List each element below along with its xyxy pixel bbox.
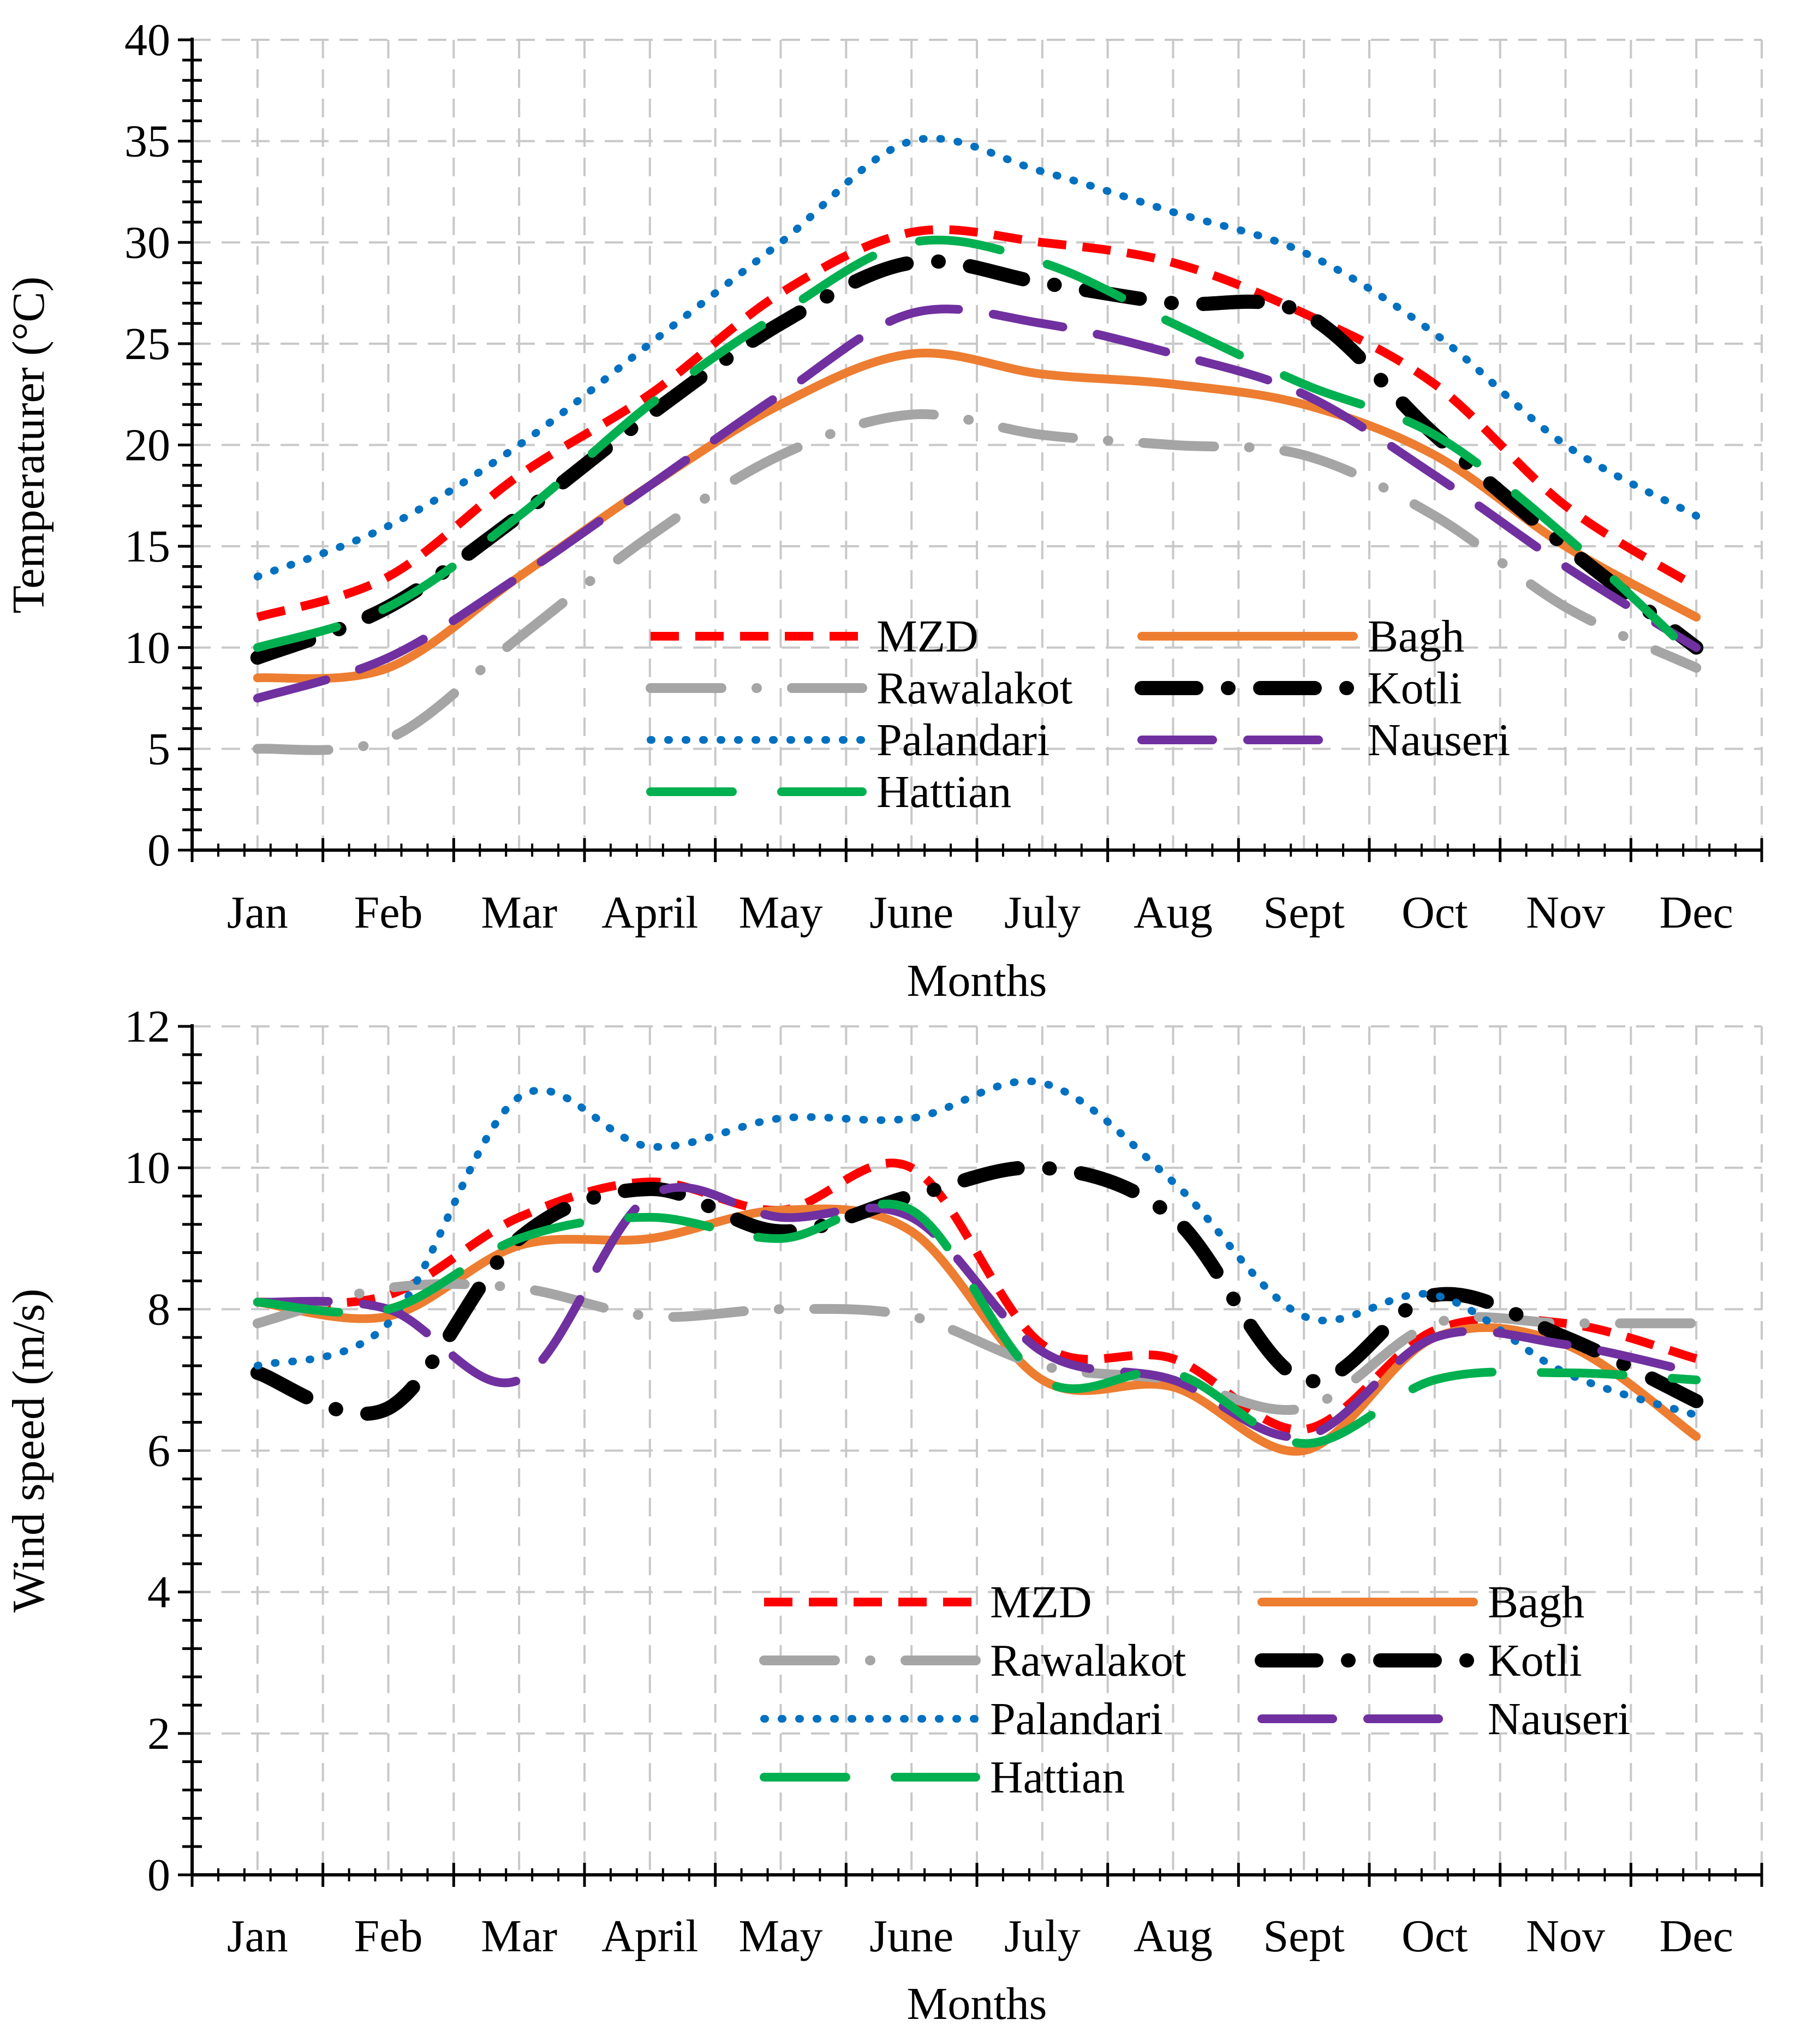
series-lines bbox=[250, 134, 1704, 755]
x-tick-label: Nov bbox=[1526, 887, 1605, 938]
legend: MZD Bagh Rawalakot Kotli Palandari Nauseri Hat… bbox=[759, 1577, 1630, 1803]
y-tick-label: 5 bbox=[147, 724, 170, 774]
legend-item-rawalakot: Rawalakot bbox=[646, 663, 1072, 714]
gridlines bbox=[192, 1025, 1763, 1875]
legend-label: Nauseri bbox=[1488, 1694, 1630, 1744]
wind-speed-chart: 0 2 4 6 8 10 12 Jan Feb Mar April May June July Aug Sep… bbox=[3, 1001, 1763, 2029]
x-tick-label: Oct bbox=[1402, 1911, 1468, 1962]
legend-item-bagh: Bagh bbox=[1137, 611, 1464, 662]
x-tick-label: April bbox=[601, 1911, 698, 1962]
temperature-chart: 0 5 10 15 20 25 30 35 40 Jan Feb Mar April May June Jul… bbox=[3, 15, 1763, 1006]
series-line-mzd bbox=[256, 225, 1699, 621]
series-line-rawalakot bbox=[252, 409, 1702, 755]
y-tick-label: 6 bbox=[147, 1426, 170, 1477]
legend-label: Palandari bbox=[990, 1694, 1163, 1744]
legend-label: Kotli bbox=[1368, 663, 1462, 714]
legend-label: Hattian bbox=[990, 1752, 1125, 1803]
y-tick-label: 12 bbox=[124, 1001, 170, 1052]
legend-item-palandari: Palandari bbox=[760, 1694, 1163, 1744]
y-tick-label: 2 bbox=[147, 1708, 170, 1759]
legend-item-mzd: MZD bbox=[764, 1577, 1092, 1628]
legend-item-bagh: Bagh bbox=[1257, 1577, 1584, 1628]
y-tick-label: 10 bbox=[124, 1143, 170, 1193]
legend-label: Palandari bbox=[876, 715, 1049, 766]
legend-label: MZD bbox=[990, 1577, 1092, 1628]
series-line-hattian bbox=[253, 1199, 1701, 1448]
axes: 0 5 10 15 20 25 30 35 40 Jan Feb Mar April May June Jul… bbox=[124, 15, 1763, 938]
y-tick-label: 8 bbox=[147, 1284, 170, 1335]
x-tick-label: Sept bbox=[1263, 887, 1344, 938]
legend-item-hattian: Hattian bbox=[760, 1752, 1125, 1803]
x-tick-label: June bbox=[869, 1911, 953, 1962]
y-tick-label: 25 bbox=[124, 319, 170, 369]
legend-item-rawalakot: Rawalakot bbox=[759, 1635, 1186, 1686]
legend-label: Nauseri bbox=[1368, 715, 1510, 766]
legend-item-kotli: Kotli bbox=[1255, 1635, 1582, 1686]
series-line-palandari bbox=[253, 1077, 1701, 1419]
y-tick-label: 15 bbox=[124, 521, 170, 572]
legend-label: Rawalakot bbox=[990, 1635, 1186, 1686]
legend-label: MZD bbox=[876, 611, 979, 662]
series-line-palandari bbox=[253, 134, 1701, 581]
series-line-nauseri bbox=[253, 304, 1701, 703]
x-tick-label: Mar bbox=[481, 887, 557, 938]
legend-item-kotli: Kotli bbox=[1135, 663, 1462, 714]
x-tick-label: May bbox=[739, 1911, 823, 1962]
series-line-nauseri bbox=[253, 1183, 1701, 1442]
x-tick-label: June bbox=[869, 887, 953, 938]
x-tick-label: Dec bbox=[1660, 1911, 1733, 1962]
x-tick-label: July bbox=[1004, 1911, 1081, 1962]
x-tick-label: Dec bbox=[1660, 887, 1733, 938]
y-tick-label: 30 bbox=[124, 217, 170, 268]
legend-item-nauseri: Nauseri bbox=[1257, 1694, 1630, 1744]
x-tick-label: Nov bbox=[1526, 1911, 1605, 1962]
x-tick-label: April bbox=[601, 887, 698, 938]
x-tick-label: Feb bbox=[354, 887, 423, 938]
legend-label: Kotli bbox=[1488, 1635, 1582, 1686]
axes: 0 2 4 6 8 10 12 Jan Feb Mar April May June July Aug Sep… bbox=[124, 1001, 1763, 1962]
y-axis-title: Temperaturer (°C) bbox=[3, 277, 54, 614]
x-axis-title: Months bbox=[907, 955, 1047, 1006]
y-tick-label: 20 bbox=[124, 420, 170, 471]
legend-label: Bagh bbox=[1488, 1577, 1584, 1628]
x-tick-label: May bbox=[739, 887, 823, 938]
x-tick-label: Jan bbox=[227, 887, 288, 938]
x-tick-label: Sept bbox=[1263, 1911, 1344, 1962]
x-tick-label: Jan bbox=[227, 1911, 288, 1962]
x-tick-label: Oct bbox=[1402, 887, 1468, 938]
legend-item-hattian: Hattian bbox=[646, 767, 1011, 817]
x-axis-title: Months bbox=[907, 1979, 1047, 2029]
x-tick-label: Aug bbox=[1134, 1911, 1213, 1962]
legend: MZD Bagh Rawalakot Kotli Palandari Nauseri Hat… bbox=[646, 611, 1510, 817]
y-tick-label: 10 bbox=[124, 623, 170, 673]
y-tick-label: 35 bbox=[124, 116, 170, 167]
legend-label: Bagh bbox=[1368, 611, 1464, 662]
series-lines bbox=[250, 1077, 1704, 1456]
legend-label: Rawalakot bbox=[876, 663, 1072, 714]
y-tick-label: 40 bbox=[124, 15, 170, 65]
x-tick-label: Feb bbox=[354, 1911, 423, 1962]
legend-item-nauseri: Nauseri bbox=[1137, 715, 1510, 766]
legend-item-mzd: MZD bbox=[651, 611, 979, 662]
x-tick-label: Aug bbox=[1134, 887, 1213, 938]
legend-item-palandari: Palandari bbox=[647, 715, 1049, 766]
y-tick-label: 0 bbox=[147, 1850, 170, 1900]
y-axis-title: Wind speed (m/s) bbox=[3, 1289, 54, 1613]
x-tick-label: Mar bbox=[481, 1911, 557, 1962]
y-tick-label: 4 bbox=[147, 1567, 170, 1618]
y-tick-label: 0 bbox=[147, 825, 170, 876]
x-tick-label: July bbox=[1004, 887, 1081, 938]
series-line-rawalakot bbox=[252, 1279, 1702, 1415]
series-line-mzd bbox=[257, 1158, 1698, 1434]
series-line-hattian bbox=[253, 235, 1701, 662]
legend-label: Hattian bbox=[876, 767, 1011, 817]
gridlines bbox=[192, 39, 1763, 850]
